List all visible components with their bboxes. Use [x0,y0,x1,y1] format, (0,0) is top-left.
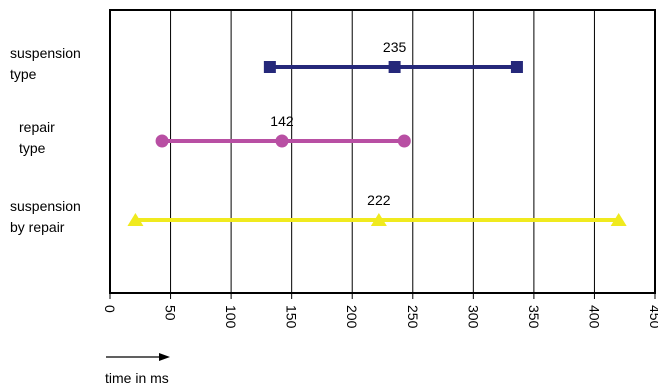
x-tick-label: 0 [102,305,118,313]
series-1: 235 [263,39,523,73]
x-tick-label: 400 [586,305,602,329]
mean-marker [388,61,401,73]
category-label: suspension by repair [10,198,81,235]
min-marker [263,61,276,73]
x-tick-label: 450 [647,305,658,329]
time-arrow-head [159,353,170,361]
category-label: repair type [19,119,55,156]
x-tick-label: 300 [465,305,481,329]
category-label: suspension type [10,45,81,82]
x-axis: 0 50 100 150 200 250 300 350 400 450 [102,293,658,329]
series-3: 222 [127,192,627,226]
x-tick-label: 50 [163,305,179,321]
x-tick-label: 150 [284,305,300,329]
time-arrow [106,353,170,361]
plot-frame [109,9,656,294]
x-tick-label: 250 [405,305,421,329]
x-tick-label: 200 [344,305,360,329]
mean-value-label: 235 [383,39,407,55]
max-marker [610,213,627,226]
x-tick-label: 100 [223,305,239,329]
mean-marker [275,134,289,148]
series-group: 235 142 222 [127,39,627,226]
series-2: 142 [155,113,411,148]
mean-value-label: 222 [367,192,391,208]
mean-marker [370,213,387,226]
max-marker [397,134,411,148]
max-marker [510,61,523,73]
mean-value-label: 142 [270,113,294,129]
x-tick-label: 350 [526,305,542,329]
category-labels: suspension type repair type suspension by rep… [10,45,81,235]
min-marker [155,134,169,148]
grid-lines [170,10,595,293]
time-axis-label: time in ms [105,370,169,386]
min-marker [127,213,144,226]
